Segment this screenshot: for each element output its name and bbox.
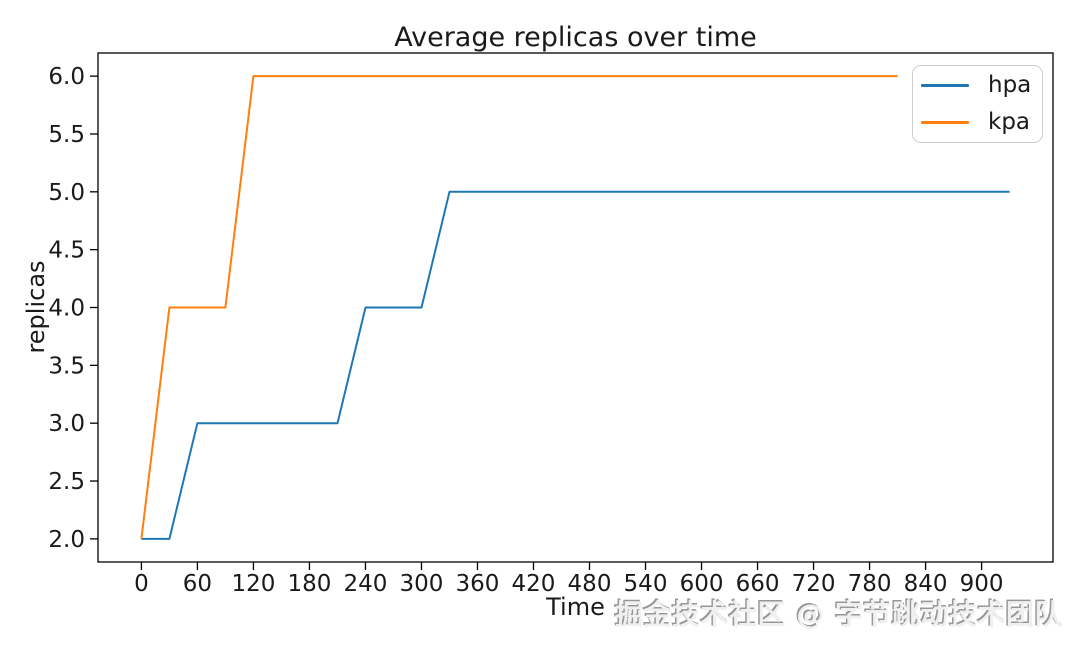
legend-item-kpa: kpa <box>921 111 1042 134</box>
x-tick-label: 540 <box>624 571 668 597</box>
x-tick-label: 240 <box>344 571 388 597</box>
y-tick-label: 4.0 <box>48 296 85 322</box>
x-tick-label: 360 <box>456 571 500 597</box>
y-tick-label: 2.0 <box>48 527 85 553</box>
watermark: 掘金技术社区 @ 字节跳动技术团队 <box>615 598 1063 631</box>
y-tick-label: 2.5 <box>48 469 85 495</box>
y-tick-label: 5.5 <box>48 122 85 148</box>
x-axis-label: Time <box>546 593 605 621</box>
legend-label-hpa: hpa <box>988 72 1032 98</box>
y-tick-label: 3.5 <box>48 353 85 379</box>
x-tick-label: 60 <box>183 571 212 597</box>
x-tick-label: 600 <box>680 571 724 597</box>
x-tick-label: 900 <box>960 571 1004 597</box>
x-tick-label: 660 <box>736 571 780 597</box>
x-tick-label: 180 <box>287 571 331 597</box>
y-axis-label: replicas <box>22 260 50 354</box>
y-tick-label: 6.0 <box>48 64 85 90</box>
x-tick-label: 420 <box>512 571 556 597</box>
x-tick-label: 780 <box>848 571 892 597</box>
legend-item-hpa: hpa <box>921 74 1042 97</box>
x-tick-label: 840 <box>904 571 948 597</box>
x-tick-label: 480 <box>568 571 612 597</box>
x-tick-label: 300 <box>400 571 444 597</box>
legend-label-kpa: kpa <box>988 109 1031 135</box>
axes-spines <box>97 52 1054 563</box>
legend: hpa kpa <box>912 65 1043 143</box>
y-tick-label: 3.0 <box>48 411 85 437</box>
series-line-hpa <box>141 190 1010 540</box>
series-line-kpa <box>140 75 898 540</box>
hpa-line-sample-icon <box>921 84 969 87</box>
chart-title: Average replicas over time <box>394 22 757 53</box>
x-tick-label: 720 <box>792 571 836 597</box>
kpa-line-sample-icon <box>921 121 969 124</box>
x-tick-label: 120 <box>231 571 275 597</box>
y-tick-label: 5.0 <box>48 180 85 206</box>
x-tick-label: 0 <box>134 571 149 597</box>
y-tick-label: 4.5 <box>48 238 85 264</box>
